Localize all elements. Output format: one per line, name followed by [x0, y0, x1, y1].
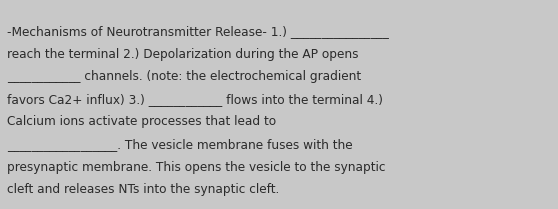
- Text: -Mechanisms of Neurotransmitter Release- 1.) ________________: -Mechanisms of Neurotransmitter Release-…: [7, 25, 389, 38]
- Text: presynaptic membrane. This opens the vesicle to the synaptic: presynaptic membrane. This opens the ves…: [7, 161, 386, 173]
- Text: __________________. The vesicle membrane fuses with the: __________________. The vesicle membrane…: [7, 138, 353, 151]
- Text: ____________ channels. (note: the electrochemical gradient: ____________ channels. (note: the electr…: [7, 70, 362, 83]
- Text: Calcium ions activate processes that lead to: Calcium ions activate processes that lea…: [7, 115, 276, 128]
- Text: cleft and releases NTs into the synaptic cleft.: cleft and releases NTs into the synaptic…: [7, 183, 280, 196]
- Text: reach the terminal 2.) Depolarization during the AP opens: reach the terminal 2.) Depolarization du…: [7, 48, 359, 61]
- Text: favors Ca2+ influx) 3.) ____________ flows into the terminal 4.): favors Ca2+ influx) 3.) ____________ flo…: [7, 93, 383, 106]
